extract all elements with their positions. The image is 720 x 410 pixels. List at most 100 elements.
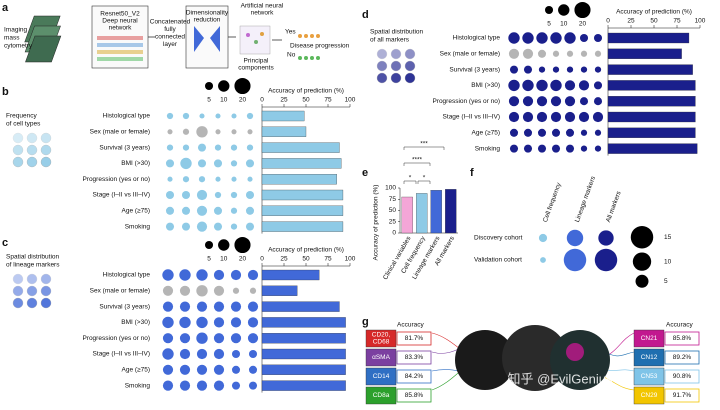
bar <box>607 64 693 75</box>
bubble <box>550 32 562 44</box>
layer <box>97 57 143 61</box>
y-tick-label: 50 <box>389 207 397 214</box>
bubble <box>213 222 223 231</box>
size-legend-label: 5 <box>207 97 211 104</box>
bubble <box>594 50 602 57</box>
x-tick-label: 0 <box>260 97 264 104</box>
bubble <box>245 190 255 200</box>
tissue-image <box>502 325 568 391</box>
bar <box>261 221 344 232</box>
bubble <box>196 285 208 297</box>
bubble <box>162 348 174 360</box>
bubble <box>182 112 190 120</box>
bubble <box>247 129 253 135</box>
bubble <box>246 112 254 120</box>
bubble <box>179 316 191 329</box>
layer <box>97 50 143 54</box>
bubble <box>196 189 208 201</box>
bubble <box>580 129 588 136</box>
people-no <box>298 56 320 60</box>
row-label: Age (≥75) <box>472 130 501 137</box>
ann-label: Artificial neural <box>241 3 284 10</box>
row-label: Progression (yes or no) <box>82 176 150 183</box>
size-legend-dot <box>218 239 230 251</box>
bubble <box>230 317 242 328</box>
bubble <box>196 332 208 344</box>
bubble <box>232 287 240 294</box>
bubble <box>230 333 242 344</box>
bubble <box>537 128 547 137</box>
bracket <box>417 180 431 184</box>
bubble <box>536 96 548 107</box>
bubble <box>231 129 237 135</box>
bubble <box>230 207 238 214</box>
bubble <box>196 380 208 391</box>
marker-label: CD8a <box>373 392 390 399</box>
accuracy-label: 89.2% <box>673 354 692 361</box>
column-label: All markers <box>605 190 623 224</box>
row-label: Stage (I–II vs III–IV) <box>443 114 500 121</box>
schematic-cell <box>26 156 38 168</box>
bubble <box>182 128 190 135</box>
bubble <box>162 364 174 375</box>
row-label: Histological type <box>453 35 501 42</box>
size-legend-dot <box>234 236 251 254</box>
bubble <box>179 364 191 375</box>
bubble <box>578 111 590 123</box>
schematic-cell <box>12 297 24 309</box>
bubble <box>523 144 533 153</box>
row-label: Stage (I–II vs III–IV) <box>93 192 150 199</box>
x-tick-label: 25 <box>280 256 288 263</box>
x-tick-label: 50 <box>650 18 658 25</box>
bubble <box>166 112 174 120</box>
pc-point <box>254 40 258 44</box>
bubble <box>593 81 603 90</box>
bubble <box>247 301 259 312</box>
schematic-cell <box>40 297 52 309</box>
size-legend-label: 10 <box>220 256 228 263</box>
bubble <box>196 301 208 312</box>
bubble <box>215 129 221 135</box>
bubble <box>214 191 222 199</box>
x-axis-label: Accuracy of prediction (%) <box>616 9 692 16</box>
image-stack <box>25 35 62 63</box>
bubble <box>563 248 587 272</box>
marker-box <box>365 348 397 367</box>
schematic-cell <box>26 144 38 156</box>
marker-box <box>365 367 397 386</box>
bar <box>261 285 298 296</box>
bubble <box>578 80 590 91</box>
bubble <box>231 365 241 374</box>
bubble <box>215 176 221 182</box>
panel-letter: d <box>362 9 369 21</box>
bracket <box>403 162 431 166</box>
bar <box>261 189 344 201</box>
bubble <box>249 287 257 294</box>
x-tick-label: 75 <box>324 256 332 263</box>
accuracy-label: 91.7% <box>673 392 692 399</box>
bubble <box>179 380 191 391</box>
bubble <box>167 129 173 135</box>
row-label: Survival (3 years) <box>449 66 500 73</box>
bar <box>261 364 346 375</box>
size-legend-dot <box>632 252 652 271</box>
marker-box <box>633 386 665 405</box>
bar <box>401 196 413 234</box>
bubble <box>196 221 208 232</box>
bar <box>261 317 346 328</box>
size-legend-label: 10 <box>664 258 672 265</box>
bubble <box>167 176 173 182</box>
size-legend-label: 20 <box>239 256 247 263</box>
bubble <box>196 316 208 329</box>
schematic-cell <box>376 48 388 60</box>
bubble <box>594 248 618 272</box>
bubble <box>213 317 225 328</box>
marker-label: CN21 <box>641 335 658 342</box>
row-label: Age (≥75) <box>122 208 151 215</box>
reduction-label: Dimensionality <box>186 10 229 17</box>
bubble <box>197 159 207 168</box>
bubble <box>598 230 614 246</box>
bubble <box>593 97 603 106</box>
accuracy-label: 85.8% <box>405 392 424 399</box>
